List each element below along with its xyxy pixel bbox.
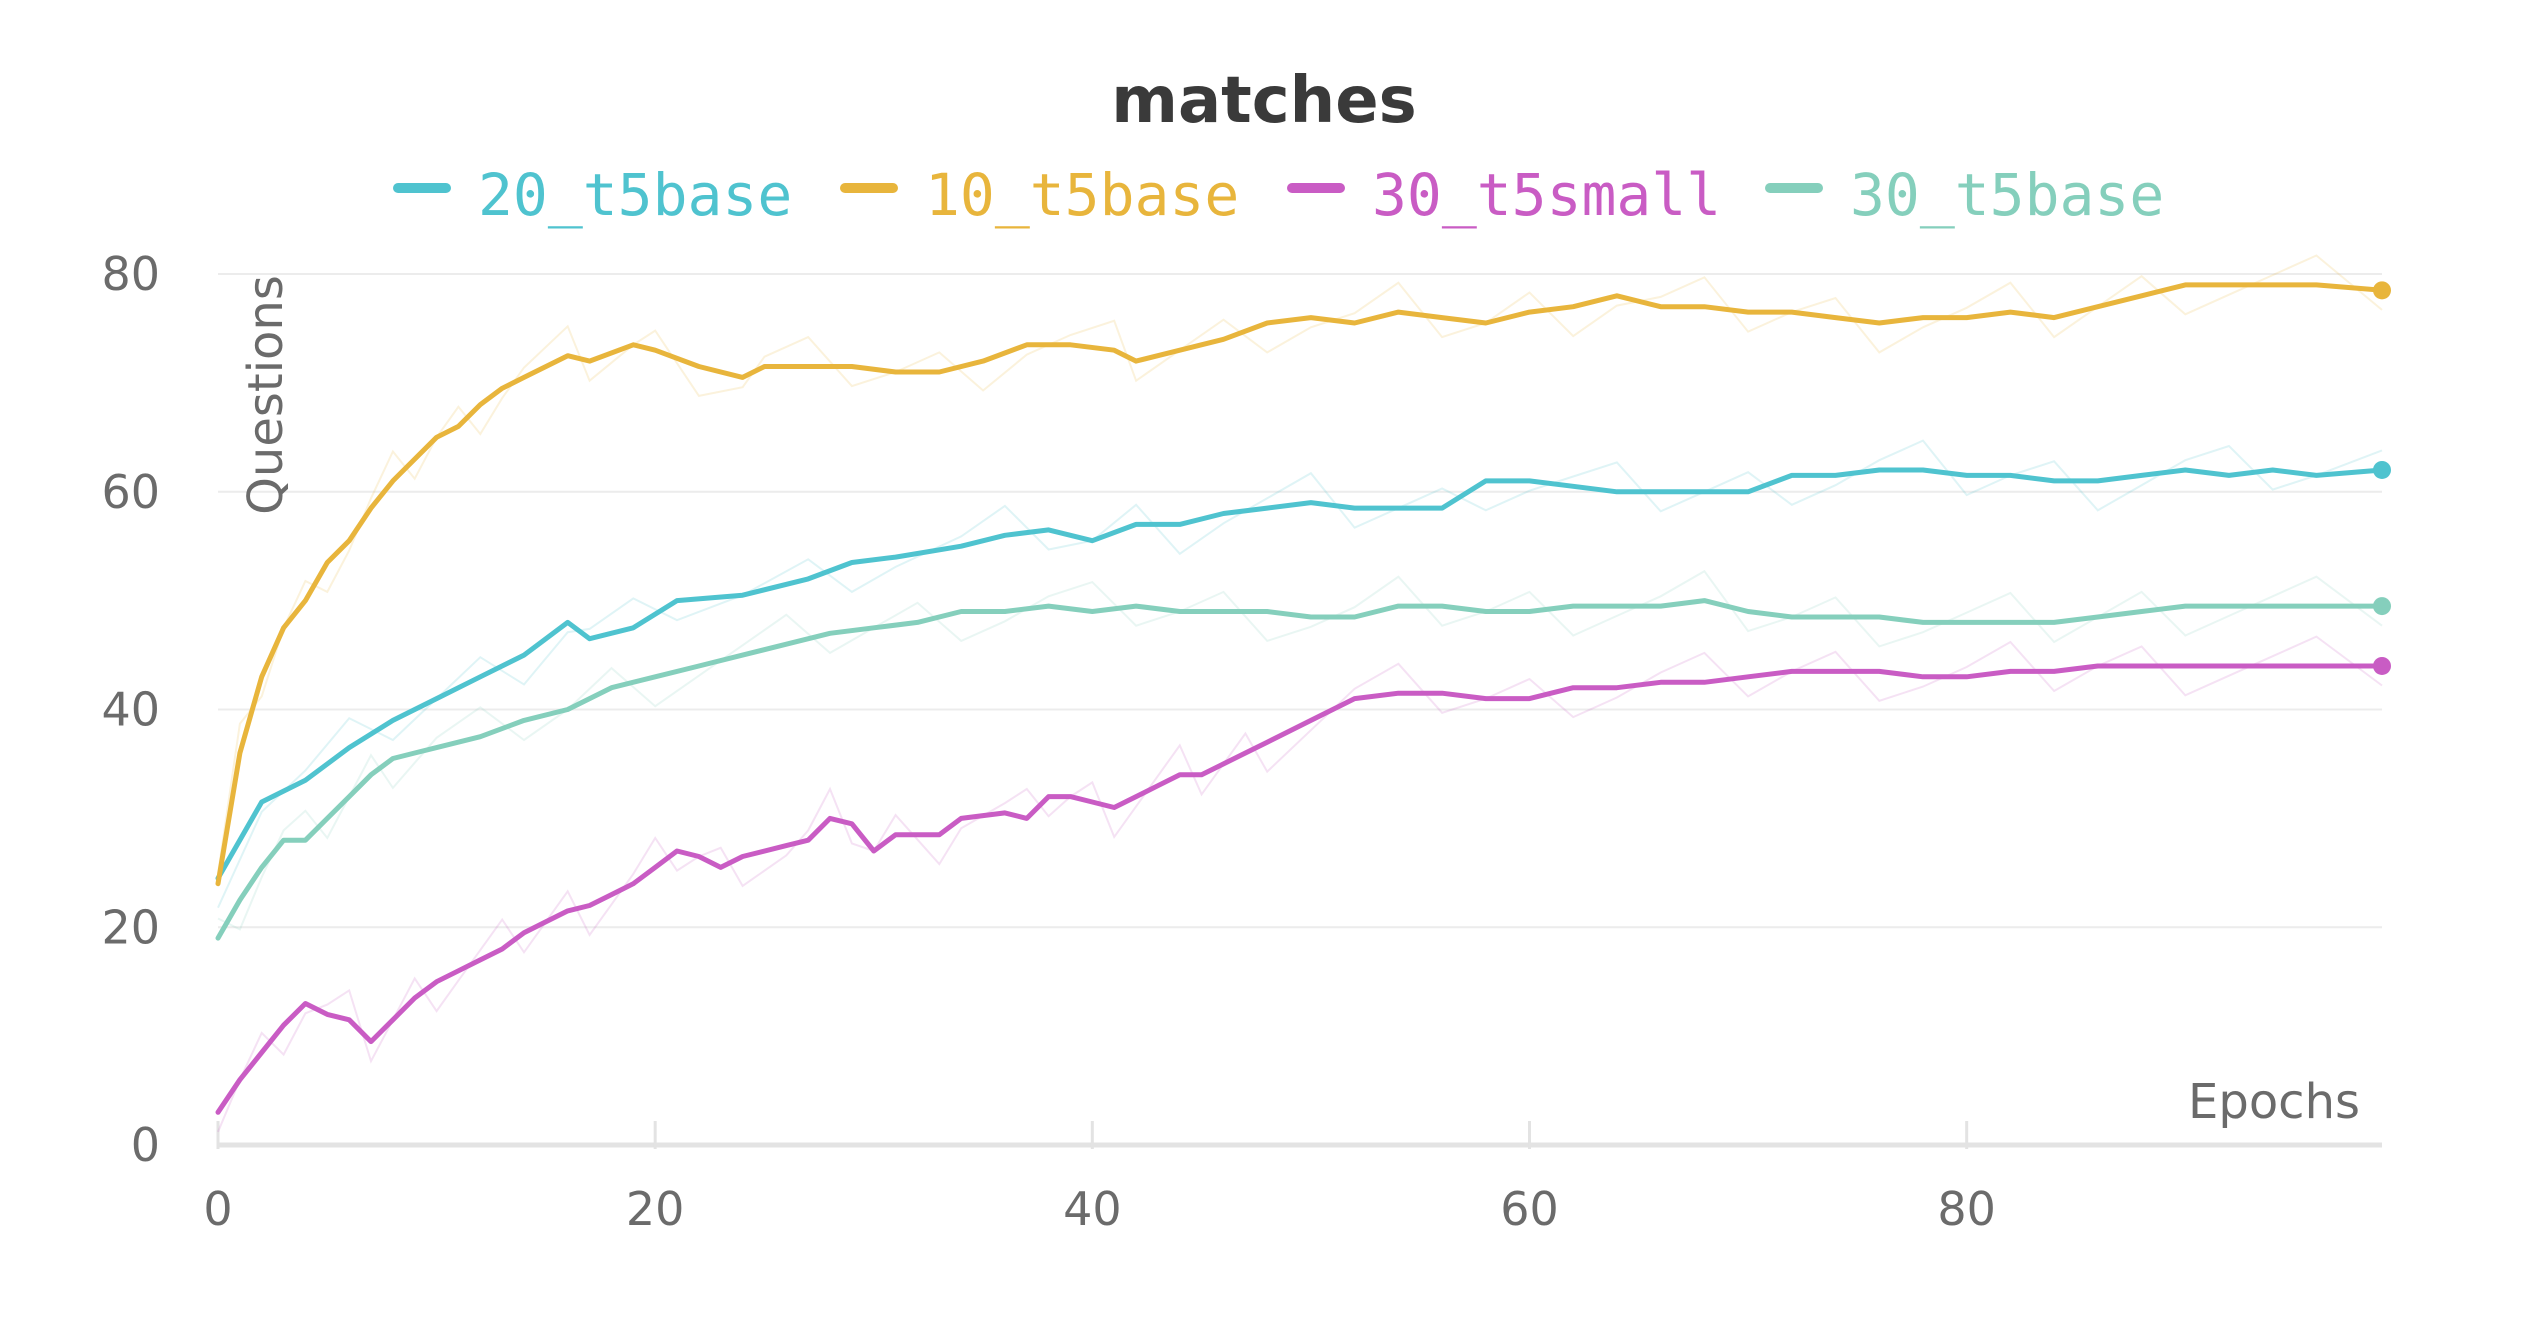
y-tick-label: 60 [101,465,160,519]
legend-item: 30_t5small [1287,161,1721,229]
gridlines [218,273,2382,929]
legend-item: 30_t5base [1765,161,2164,229]
series-endpoint [2373,281,2391,300]
x-tick-label: 0 [203,1182,232,1236]
legend-item: 20_t5base [393,161,792,229]
series-line [215,467,2385,881]
y-axis-label: Questions [238,275,294,515]
series-raw-line [217,635,2383,1133]
series-line [215,663,2385,1115]
chart-title: matches [1111,64,1416,138]
series-30_t5base [215,569,2391,941]
y-tick-label: 20 [101,900,160,954]
series-30_t5small [215,635,2391,1133]
series-raw-line [217,254,2383,875]
series-endpoint [2373,460,2391,479]
y-tick-label: 40 [101,683,160,737]
series-raw-line [217,569,2383,931]
y-tick-label: 0 [131,1118,160,1172]
legend-label: 30_t5base [1850,161,2164,229]
x-tick-label: 60 [1500,1182,1559,1236]
legend-item: 10_t5base [840,161,1239,229]
legend: 20_t5base 10_t5base 30_t5small 30_t5base [393,161,2164,229]
series-lines [215,254,2391,1133]
series-20_t5base [215,439,2391,909]
y-tick-label: 80 [101,247,160,301]
legend-label: 10_t5base [925,161,1239,229]
series-endpoint [2373,656,2391,675]
series-endpoint [2373,597,2391,616]
series-10_t5base [215,254,2391,887]
x-tick-label: 40 [1063,1182,1122,1236]
series-line [215,598,2385,941]
x-axis-label: Epochs [2188,1074,2360,1130]
series-line [215,282,2385,887]
x-tick-label: 20 [626,1182,685,1236]
axes: 0 20 40 60 80 0 20 40 60 80 [101,247,2382,1236]
legend-label: 30_t5small [1372,161,1721,229]
x-tick-label: 80 [1937,1182,1996,1236]
legend-label: 20_t5base [478,161,792,229]
series-raw-line [217,439,2383,909]
